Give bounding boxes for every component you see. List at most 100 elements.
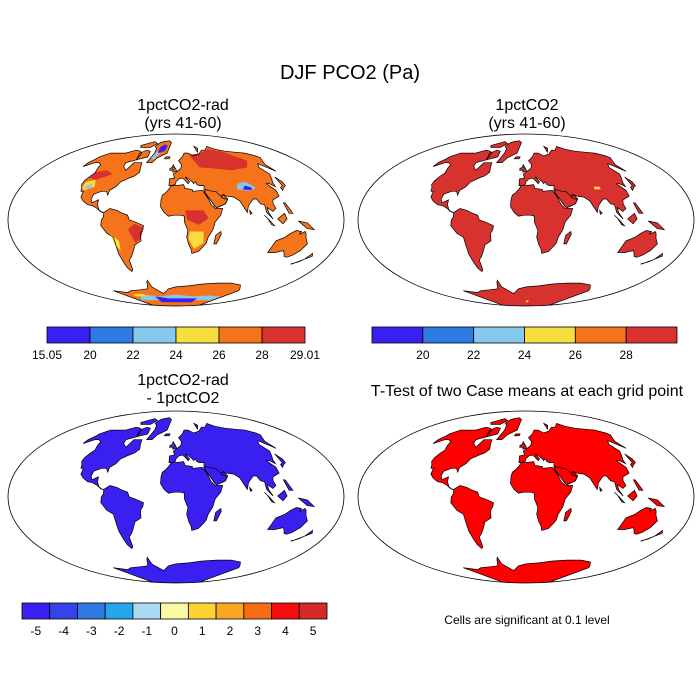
japan-landmass [624, 177, 636, 191]
sumatra-coastline [264, 491, 276, 504]
panel3-title: 1pctCO2-rad - 1pctCO2 [18, 372, 348, 408]
madagascar-landmass [213, 231, 222, 244]
baffin-coastline [135, 149, 151, 161]
borneo-coastline [627, 212, 638, 225]
new-zealand-coastline [640, 529, 664, 542]
iceland-coastline [513, 433, 521, 437]
madagascar-landmass [213, 508, 222, 521]
ireland-landmass [519, 444, 523, 448]
colorbar-swatch [371, 326, 424, 344]
madagascar-coastline [563, 507, 572, 522]
eurasia-coastline [168, 422, 280, 497]
africa-coastline [510, 184, 574, 254]
colorbar-swatch [261, 326, 306, 344]
madagascar-landmass [563, 231, 572, 244]
sumatra-coastline [264, 214, 276, 227]
svalbard-like-coastline [192, 145, 199, 154]
baffin-coastline [485, 426, 501, 438]
antarctica-landmass [463, 557, 591, 583]
colorbar-label: 20 [416, 348, 430, 362]
madagascar-coastline [213, 507, 222, 522]
colorbar-label: 2 [227, 624, 234, 638]
africa-landmass [160, 461, 223, 531]
arabia-coastline [554, 465, 579, 485]
land-layer [80, 140, 316, 306]
ocean [358, 134, 694, 306]
arctic-islands-landmass [140, 141, 158, 148]
australia-landmass [267, 230, 308, 258]
arabia-landmass [554, 466, 578, 485]
colorbar-label: 1 [199, 624, 206, 638]
madagascar-coastline [563, 230, 572, 245]
arabia-coastline [554, 188, 579, 208]
map-panel-ttest [357, 410, 695, 584]
svalbard-like-coastline [192, 422, 199, 431]
philippines-coastline [282, 479, 294, 491]
map-panel-1pctco2-rad [7, 133, 345, 307]
colorbar-swatch [625, 326, 678, 344]
arabia-coastline [204, 465, 229, 485]
greenland-landmass [496, 417, 522, 440]
uk-coastline [172, 163, 178, 173]
colorbar-label: 20 [83, 348, 97, 362]
south-america-landmass [450, 208, 494, 272]
value-region [128, 223, 144, 243]
colorbar-swatch [160, 602, 189, 620]
australia-landmass [617, 507, 658, 535]
panel2-title-line2: (yrs 41-60) [488, 115, 566, 132]
colorbar-swatch [49, 602, 78, 620]
antarctica-coastline [113, 556, 241, 583]
new-guinea-landmass [648, 221, 665, 230]
madagascar-coastline [213, 230, 222, 245]
colorbar-swatch [175, 326, 220, 344]
colorbar-swatch [524, 326, 576, 344]
value-region [185, 210, 209, 225]
south-america-coastline [450, 485, 494, 550]
south-america-landmass [100, 485, 144, 549]
significance-note: Cells are significant at 0.1 level [444, 613, 610, 627]
antarctica-coastline [463, 279, 591, 306]
colorbar-swatch [473, 326, 525, 344]
colorbar-label: 28 [255, 348, 269, 362]
panel2-title: 1pctCO2 (yrs 41-60) [352, 97, 700, 133]
colorbar-swatch [271, 602, 300, 620]
japan-coastline [274, 453, 286, 469]
colorbar-label: 24 [169, 348, 183, 362]
colorbar-swatch [104, 602, 134, 620]
north-america-landmass [80, 427, 142, 490]
south-america-coastline [450, 208, 494, 273]
australia-coastline [617, 230, 658, 258]
value-region [526, 300, 529, 303]
panel1-title-line1: 1pctCO2-rad [137, 97, 229, 114]
antarctica-coastline [463, 556, 591, 583]
iceland-coastline [163, 156, 171, 160]
panel1-title-line2: (yrs 41-60) [144, 115, 222, 132]
japan-landmass [274, 454, 286, 468]
colorbar-label: 15.05 [32, 348, 62, 362]
antarctica-landmass [113, 557, 241, 583]
new-guinea-coastline [298, 497, 316, 508]
colorbar-label: 3 [254, 624, 261, 638]
new-zealand-coastline [290, 252, 314, 265]
ocean [8, 411, 344, 583]
new-guinea-coastline [298, 220, 316, 231]
arabia-landmass [554, 189, 578, 208]
arabia-landmass [204, 189, 228, 208]
arctic-islands-coastline [490, 418, 509, 425]
ocean [358, 411, 694, 583]
borneo-landmass [277, 213, 288, 224]
panel4-title-line1: T-Test of two Case means at each grid po… [370, 383, 684, 400]
colorbar-swatch [187, 602, 217, 620]
philippines-coastline [632, 479, 644, 491]
north-america-coastline [80, 426, 143, 490]
australia-coastline [267, 507, 308, 535]
eurasia-coastline [168, 145, 280, 220]
sri-lanka-coastline [599, 209, 603, 215]
svalbard-like-coastline [542, 422, 549, 431]
greenland-coastline [495, 140, 522, 164]
new-zealand-coastline [640, 252, 664, 265]
colorbar-swatch [46, 326, 91, 344]
sumatra-coastline [614, 214, 626, 227]
baffin-landmass [136, 427, 151, 437]
colorbar-swatch [132, 602, 162, 620]
